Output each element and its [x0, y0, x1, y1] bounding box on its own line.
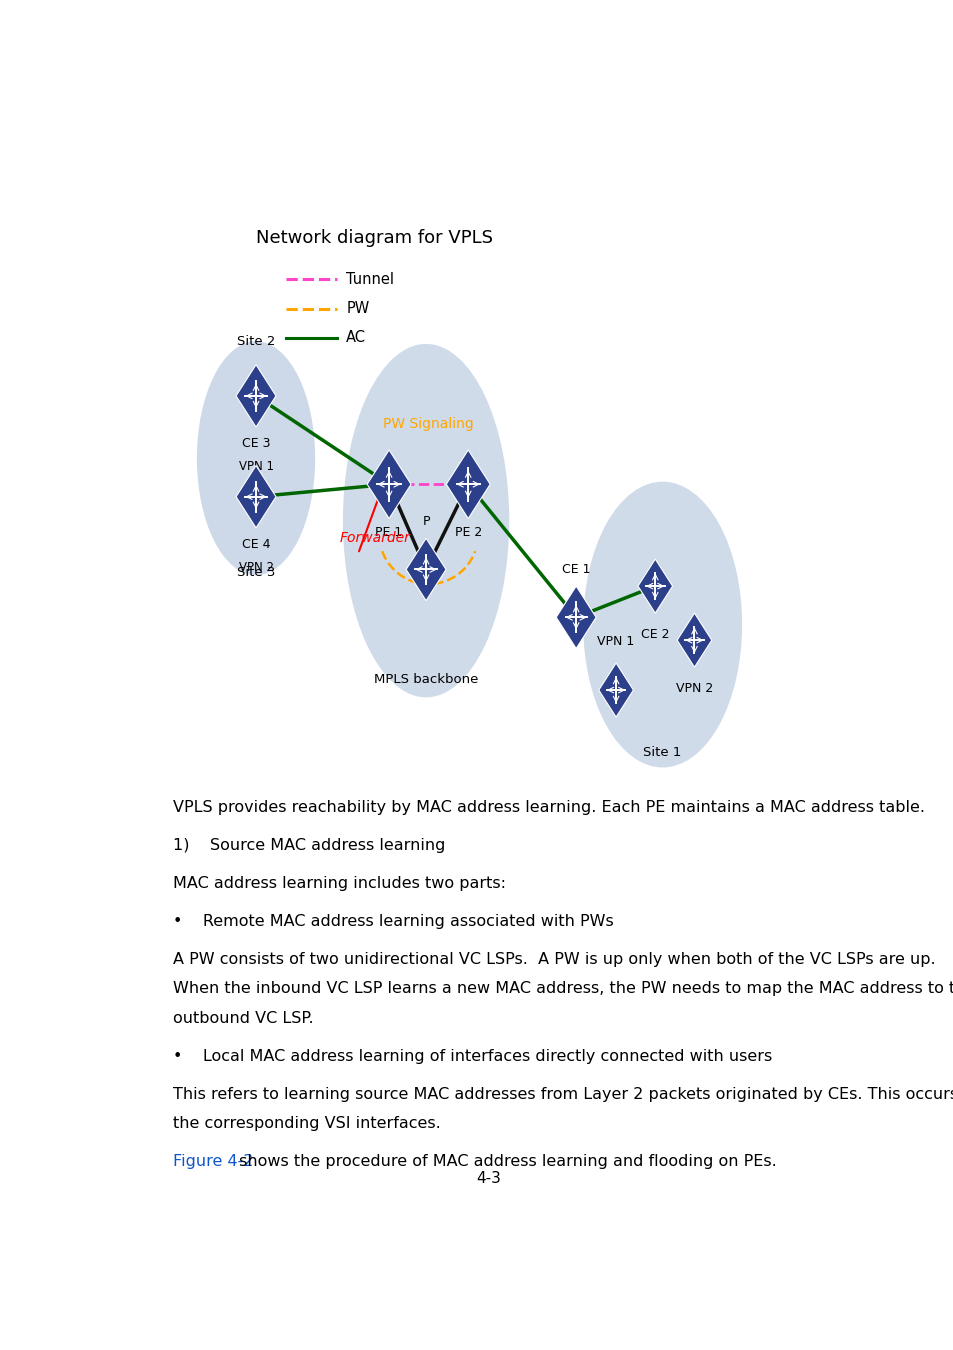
Polygon shape	[556, 586, 596, 648]
Polygon shape	[446, 450, 490, 518]
Text: •    Remote MAC address learning associated with PWs: • Remote MAC address learning associated…	[173, 914, 614, 929]
Text: VPN 1: VPN 1	[597, 636, 634, 648]
Polygon shape	[406, 539, 446, 601]
Text: Figure 4-2: Figure 4-2	[173, 1154, 253, 1169]
Ellipse shape	[196, 342, 314, 575]
Text: VPLS provides reachability by MAC address learning. Each PE maintains a MAC addr: VPLS provides reachability by MAC addres…	[173, 799, 924, 815]
Text: PW Signaling: PW Signaling	[382, 417, 474, 431]
Text: VPN 2: VPN 2	[238, 562, 274, 574]
Text: the corresponding VSI interfaces.: the corresponding VSI interfaces.	[173, 1116, 440, 1131]
Text: Site 2: Site 2	[236, 335, 274, 348]
Polygon shape	[638, 559, 672, 613]
Text: VPN 2: VPN 2	[675, 682, 712, 695]
Text: shows the procedure of MAC address learning and flooding on PEs.: shows the procedure of MAC address learn…	[233, 1154, 776, 1169]
Text: Forwarder: Forwarder	[339, 532, 410, 545]
Polygon shape	[598, 663, 633, 717]
Polygon shape	[367, 450, 411, 518]
Text: Tunnel: Tunnel	[346, 271, 394, 288]
Text: P: P	[422, 514, 430, 528]
Text: 1)    Source MAC address learning: 1) Source MAC address learning	[173, 837, 445, 853]
Text: AC: AC	[346, 331, 366, 346]
Text: •    Local MAC address learning of interfaces directly connected with users: • Local MAC address learning of interfac…	[173, 1049, 772, 1064]
Text: PE 2: PE 2	[455, 526, 481, 539]
Ellipse shape	[582, 482, 741, 768]
Text: CE 2: CE 2	[640, 628, 669, 641]
Text: VPN 1: VPN 1	[238, 460, 274, 474]
Text: outbound VC LSP.: outbound VC LSP.	[173, 1011, 314, 1026]
Text: When the inbound VC LSP learns a new MAC address, the PW needs to map the MAC ad: When the inbound VC LSP learns a new MAC…	[173, 981, 953, 996]
Text: MPLS backbone: MPLS backbone	[374, 674, 477, 686]
Text: PE 1: PE 1	[375, 526, 402, 539]
Text: Site 3: Site 3	[236, 566, 274, 579]
Ellipse shape	[342, 344, 509, 698]
Text: CE 4: CE 4	[241, 539, 270, 551]
Text: Site 1: Site 1	[643, 747, 681, 759]
Text: This refers to learning source MAC addresses from Layer 2 packets originated by : This refers to learning source MAC addre…	[173, 1087, 953, 1102]
Text: PW: PW	[346, 301, 369, 316]
Text: A PW consists of two unidirectional VC LSPs.  A PW is up only when both of the V: A PW consists of two unidirectional VC L…	[173, 952, 935, 967]
Polygon shape	[235, 364, 275, 427]
Polygon shape	[235, 466, 275, 528]
Text: Network diagram for VPLS: Network diagram for VPLS	[255, 230, 493, 247]
Text: CE 3: CE 3	[241, 437, 270, 451]
Text: CE 1: CE 1	[561, 563, 590, 575]
Polygon shape	[677, 613, 711, 667]
Text: 4-3: 4-3	[476, 1172, 501, 1187]
Text: MAC address learning includes two parts:: MAC address learning includes two parts:	[173, 876, 506, 891]
